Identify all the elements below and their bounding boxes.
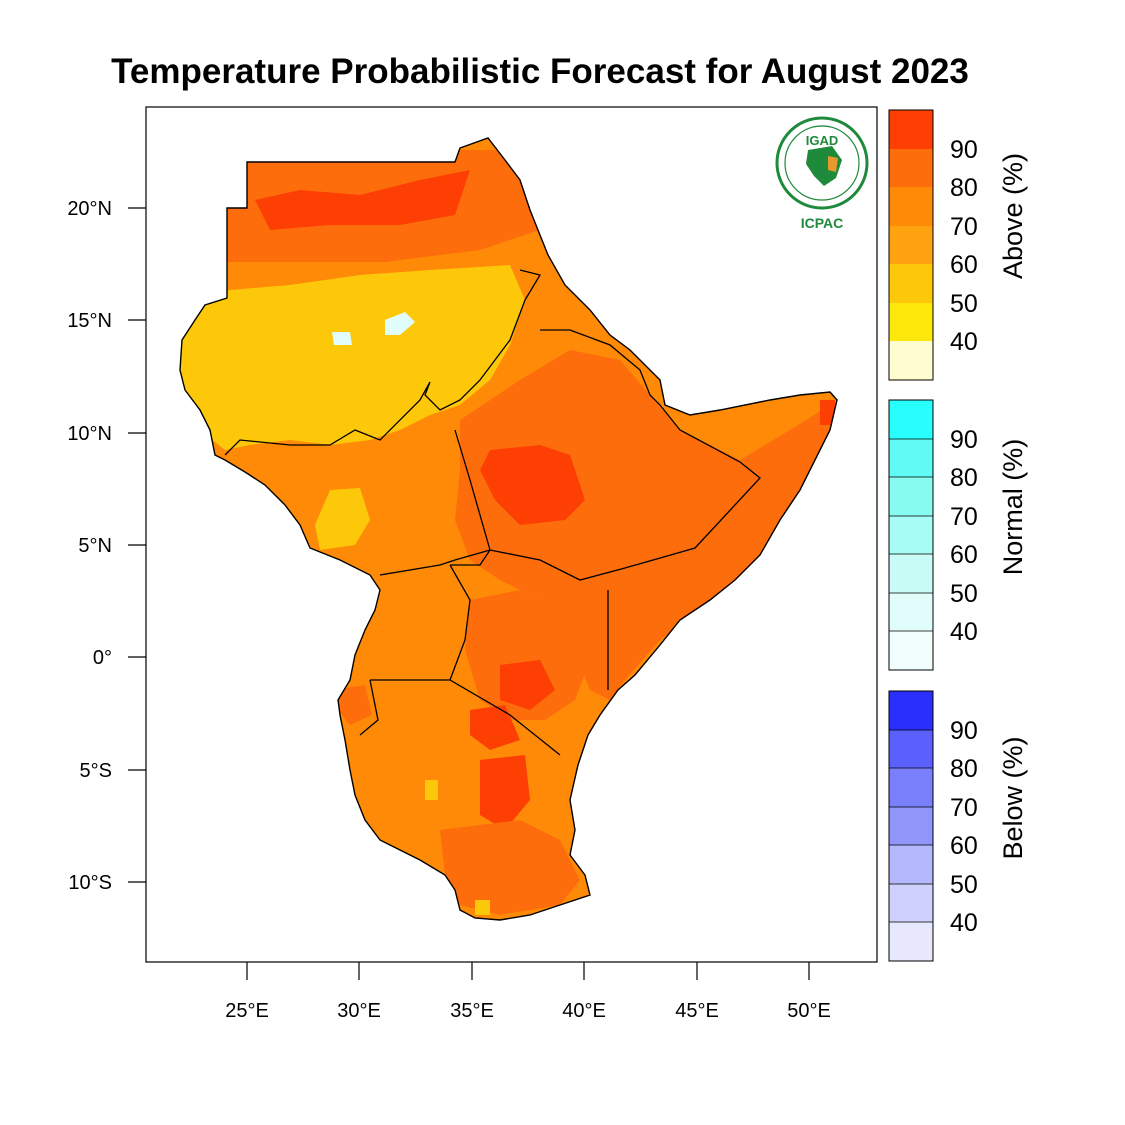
- field-above80-kenya: [465, 590, 590, 720]
- field-above50-south-sudan: [315, 488, 370, 550]
- legend-above-level: 50: [950, 290, 978, 318]
- legend-normal-swatch: [889, 439, 933, 477]
- legend-below-swatch: [889, 691, 933, 730]
- field-above50-spot: [425, 780, 438, 800]
- lon-label: 30°E: [337, 1000, 381, 1022]
- africa-icon: [806, 146, 842, 186]
- legend-above-level: 90: [950, 136, 978, 164]
- legend-below-dividers: [889, 729, 933, 923]
- lat-label: 5°S: [80, 760, 112, 782]
- igad-icpac-logo: IGAD ICPAC: [775, 116, 869, 231]
- legend-normal-swatch: [889, 593, 933, 631]
- legend-normal-level: 80: [950, 464, 978, 492]
- logo-igad-text: IGAD: [806, 133, 839, 148]
- legend-above-swatch: [889, 149, 933, 187]
- lat-label: 5°N: [78, 535, 112, 557]
- legend-below-level: 70: [950, 794, 978, 822]
- logo-icpac-text: ICPAC: [801, 215, 844, 231]
- legend-normal-swatch: [889, 400, 933, 439]
- border-tanzania-north: [370, 679, 561, 756]
- logo-inner-ring: [784, 125, 860, 201]
- legend-normal-frame: [888, 399, 934, 671]
- legend-below-title: Below (%): [998, 736, 1028, 859]
- legend-below-swatch: [889, 807, 933, 845]
- field-above90-north: [255, 170, 470, 230]
- border-ethiopia: [454, 329, 761, 581]
- lon-label: 25°E: [225, 1000, 269, 1022]
- border-ss-uganda: [379, 559, 456, 576]
- legend-normal-swatch: [889, 631, 933, 670]
- legend-normal-level: 90: [950, 426, 978, 454]
- lat-label: 0°: [93, 647, 112, 669]
- field-above50-tip: [475, 900, 490, 915]
- legend-below-swatch: [889, 884, 933, 922]
- lon-label: 45°E: [675, 1000, 719, 1022]
- field-above90-ethiopia: [480, 445, 585, 525]
- legend-above-title: Above (%): [998, 153, 1028, 279]
- legend-above-level: 80: [950, 174, 978, 202]
- field-above90-lake: [470, 705, 520, 750]
- legend-above-swatch: [889, 303, 933, 341]
- lat-label: 10°S: [68, 872, 112, 894]
- legend-below-level: 40: [950, 909, 978, 937]
- lat-label: 20°N: [67, 198, 112, 220]
- legend-normal-swatch: [889, 477, 933, 516]
- lat-label: 10°N: [67, 423, 112, 445]
- lat-label: 15°N: [67, 310, 112, 332]
- legend-above-swatch: [889, 341, 933, 380]
- field-above90-horn: [820, 400, 835, 425]
- field-above50-sahel: [180, 265, 525, 450]
- lon-label: 40°E: [562, 1000, 606, 1022]
- legend-above-level: 60: [950, 251, 978, 279]
- legend-above-swatch: [889, 187, 933, 226]
- legend-below-level: 90: [950, 717, 978, 745]
- legend-below-swatch: [889, 730, 933, 768]
- legend-normal-level: 50: [950, 580, 978, 608]
- igad-region-icon: [828, 156, 838, 172]
- legend-above-swatch: [889, 226, 933, 264]
- border-ss-ethiopia: [450, 429, 491, 566]
- legend-normal-swatch: [889, 516, 933, 554]
- legend-below-level: 60: [950, 832, 978, 860]
- lon-label: 50°E: [787, 1000, 831, 1022]
- lat-axis: 20°N 15°N 10°N 5°N 0° 5°S 10°S: [67, 198, 146, 894]
- field-above90-tanzania: [480, 755, 530, 830]
- legend-below-level: 80: [950, 755, 978, 783]
- legend-below: 90 80 70 60 50 40 Below (%): [888, 690, 1028, 962]
- country-borders: [224, 269, 761, 756]
- map-title: Temperature Probabilistic Forecast for A…: [111, 52, 969, 91]
- legend-above-level: 70: [950, 213, 978, 241]
- field-above80-west: [335, 685, 372, 725]
- legend-below-level: 50: [950, 871, 978, 899]
- legend-above-swatch: [889, 264, 933, 303]
- field-above80-south: [440, 820, 580, 915]
- border-rwanda-burundi: [359, 679, 379, 736]
- field-above90-kenya: [500, 660, 555, 710]
- legend-normal-swatch: [889, 554, 933, 593]
- field-normal-patch-2: [332, 332, 352, 345]
- field-normal-patch-1: [385, 312, 415, 335]
- legend-normal: 90 80 70 60 50 40 Normal (%): [888, 399, 1028, 671]
- legend-above-swatch: [889, 110, 933, 149]
- legend-above-frame: [888, 109, 934, 381]
- legend-normal-level: 60: [950, 541, 978, 569]
- legend-normal-dividers: [889, 438, 933, 632]
- lon-label: 35°E: [450, 1000, 494, 1022]
- legend-above-level: 40: [950, 328, 978, 356]
- legend-below-swatch: [889, 922, 933, 961]
- legend-below-swatch: [889, 845, 933, 884]
- legend-above: 90 80 70 60 50 40 Above (%): [888, 109, 1028, 381]
- lon-axis: 25°E 30°E 35°E 40°E 45°E 50°E: [225, 962, 831, 1022]
- legend-normal-level: 70: [950, 503, 978, 531]
- legend-below-frame: [888, 690, 934, 962]
- field-above80-east: [455, 350, 830, 700]
- border-uganda-east: [449, 564, 471, 681]
- border-sudan-south: [224, 269, 542, 456]
- legend-normal-title: Normal (%): [998, 439, 1028, 576]
- legend-below-swatch: [889, 768, 933, 807]
- legend-normal-level: 40: [950, 618, 978, 646]
